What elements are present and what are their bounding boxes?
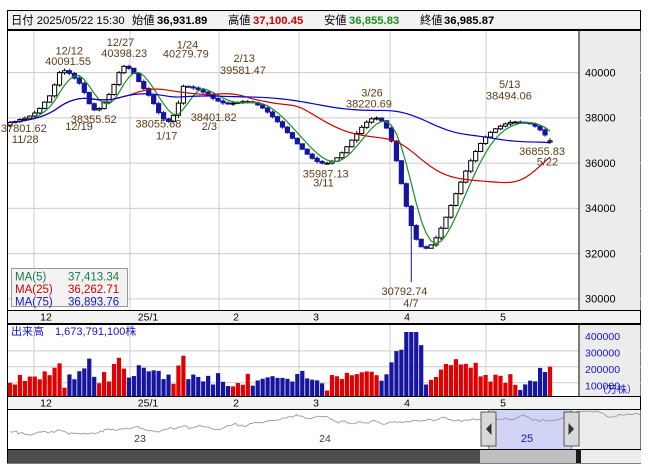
svg-text:終値: 終値	[420, 13, 443, 27]
svg-text:出来高 1,673,791,100株: 出来高 1,673,791,100株	[11, 324, 136, 338]
svg-text:30000: 30000	[585, 294, 616, 306]
svg-text:高値: 高値	[228, 13, 251, 27]
svg-text:37,100.45: 37,100.45	[253, 15, 303, 27]
svg-text:1/17: 1/17	[156, 130, 177, 142]
svg-text:日付 2025/05/22 15:30: 日付 2025/05/22 15:30	[11, 14, 125, 27]
svg-text:3: 3	[313, 312, 319, 324]
svg-text:36,855.83: 36,855.83	[349, 15, 399, 27]
svg-text:4: 4	[404, 312, 410, 324]
svg-text:12/19: 12/19	[65, 121, 93, 133]
svg-text:4: 4	[404, 398, 410, 410]
svg-text:37,413.34: 37,413.34	[68, 272, 120, 284]
svg-text:36,262.71: 36,262.71	[68, 284, 119, 296]
svg-text:25/1: 25/1	[138, 312, 159, 324]
svg-text:34000: 34000	[585, 203, 616, 215]
svg-text:12: 12	[40, 398, 52, 410]
svg-text:400000: 400000	[585, 331, 620, 343]
svg-text:36,985.87: 36,985.87	[444, 15, 494, 27]
svg-text:12: 12	[40, 312, 52, 324]
svg-text:11/28: 11/28	[12, 134, 39, 146]
svg-text:23: 23	[134, 433, 146, 445]
svg-text:40091.55: 40091.55	[45, 56, 91, 68]
svg-text:安値: 安値	[324, 13, 347, 27]
svg-text:38220.69: 38220.69	[346, 98, 392, 110]
svg-text:38055.68: 38055.68	[136, 119, 182, 131]
svg-text:24: 24	[319, 433, 331, 445]
svg-text:36000: 36000	[585, 158, 616, 170]
svg-text:5: 5	[500, 312, 506, 324]
svg-text:5: 5	[500, 398, 506, 410]
svg-text:36,931.89: 36,931.89	[157, 15, 207, 27]
svg-text:4/7: 4/7	[403, 298, 418, 310]
svg-text:40000: 40000	[585, 68, 616, 80]
svg-text:5/13: 5/13	[499, 79, 520, 91]
svg-text:30792.74: 30792.74	[382, 286, 428, 298]
svg-text:25/1: 25/1	[138, 398, 159, 410]
svg-text:200000: 200000	[585, 364, 620, 376]
svg-text:40279.79: 40279.79	[163, 48, 209, 60]
svg-text:38000: 38000	[585, 113, 616, 125]
svg-text:2/3: 2/3	[202, 121, 217, 133]
svg-text:37801.62: 37801.62	[1, 123, 47, 135]
svg-text:（万株）: （万株）	[597, 383, 637, 396]
svg-text:36,893.76: 36,893.76	[68, 297, 119, 309]
svg-text:3/11: 3/11	[313, 178, 334, 190]
svg-text:MA(25): MA(25)	[15, 284, 53, 296]
svg-text:40398.23: 40398.23	[101, 48, 147, 60]
svg-text:2: 2	[233, 398, 239, 410]
svg-text:MA(75): MA(75)	[15, 297, 53, 309]
svg-text:32000: 32000	[585, 249, 616, 261]
svg-text:300000: 300000	[585, 348, 620, 360]
svg-text:2: 2	[233, 312, 239, 324]
svg-text:25: 25	[521, 433, 533, 445]
svg-text:39581.47: 39581.47	[220, 65, 266, 77]
svg-text:38494.06: 38494.06	[486, 90, 532, 102]
svg-text:3: 3	[313, 398, 319, 410]
svg-text:5/22: 5/22	[537, 157, 558, 169]
svg-text:始値: 始値	[132, 13, 155, 27]
svg-text:MA(5): MA(5)	[15, 272, 46, 284]
svg-text:2/13: 2/13	[234, 53, 255, 65]
